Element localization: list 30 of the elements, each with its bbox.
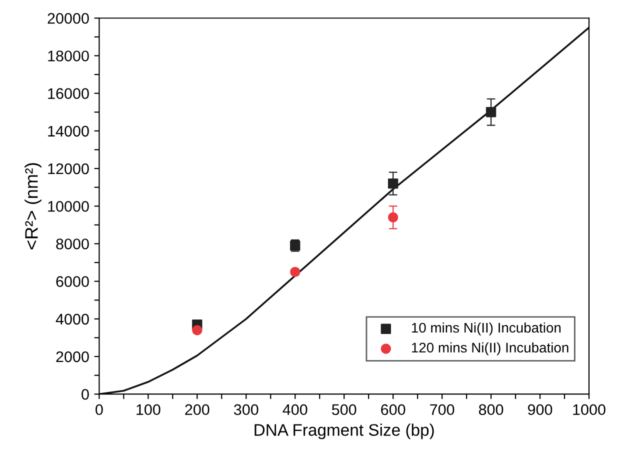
- y-tick-label: 14000: [48, 126, 89, 137]
- y-tick-label: 12000: [48, 163, 89, 174]
- x-tick-label: 300: [234, 404, 258, 416]
- x-tick-label: 400: [282, 404, 308, 416]
- y-tick-label: 0: [82, 388, 89, 400]
- point: [486, 107, 496, 118]
- x-tick-label: 500: [332, 404, 356, 416]
- y-tick-label: 6000: [56, 276, 89, 287]
- point: [192, 325, 202, 336]
- y-tick-label: 18000: [48, 50, 89, 62]
- y-tick-label: 10000: [48, 200, 89, 212]
- y-tick-label: 4000: [56, 314, 89, 325]
- x-tick-label: 700: [430, 404, 454, 416]
- x-tick-label: 1000: [573, 404, 606, 416]
- y-axis-title: <R²> (nm²): [24, 163, 42, 250]
- x-tick-label: 600: [381, 404, 406, 416]
- y-tick-label: 16000: [48, 88, 89, 100]
- point: [388, 212, 398, 222]
- x-axis-title: DNA Fragment Size (bp): [254, 424, 434, 440]
- legend-label: 10 mins Ni(II) Incubation: [412, 322, 561, 336]
- y-tick-label: 20000: [48, 12, 89, 24]
- point: [388, 178, 398, 189]
- x-tick-label: 800: [478, 404, 504, 416]
- x-tick-label: 100: [136, 404, 160, 416]
- x-tick-label: 200: [185, 404, 210, 416]
- x-tick-label: 0: [96, 404, 103, 416]
- y-tick-label: 2000: [56, 351, 89, 362]
- legend-label: 120 mins Ni(II) Incubation: [412, 342, 568, 356]
- y-tick-label: 8000: [56, 238, 89, 250]
- x-tick-label: 900: [528, 404, 552, 416]
